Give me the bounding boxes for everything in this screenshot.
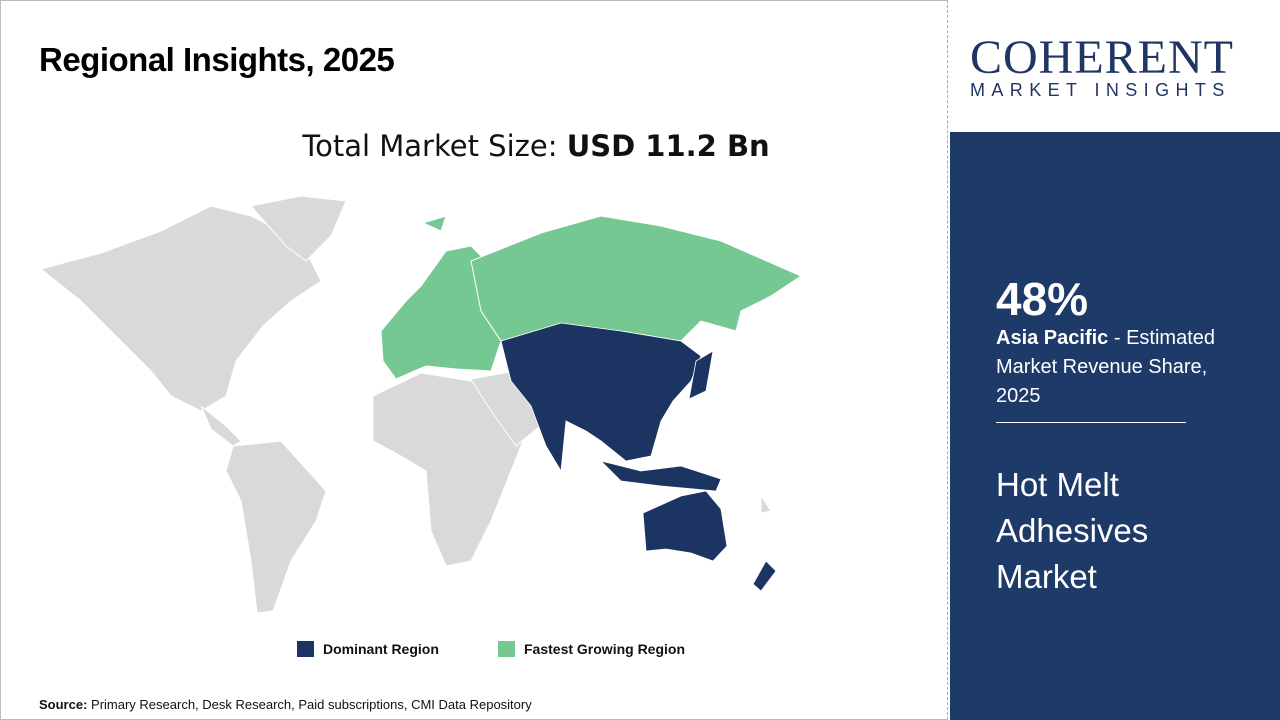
south-america	[225, 440, 327, 614]
logo-wordmark: COHERENT	[970, 31, 1234, 84]
total-market-size: Total Market Size: USD 11.2 Bn	[1, 129, 1071, 163]
legend-label: Dominant Region	[323, 641, 439, 657]
stats-panel: 48% Asia Pacific - Estimated Market Reve…	[950, 132, 1280, 720]
indonesia	[599, 460, 722, 492]
dominant-swatch	[297, 641, 314, 657]
legend-dominant: Dominant Region	[297, 641, 439, 657]
source-label: Source:	[39, 697, 88, 712]
asia-pacific	[500, 322, 702, 473]
legend-fastest: Fastest Growing Region	[498, 641, 685, 657]
total-value: USD 11.2 Bn	[566, 129, 770, 163]
share-percent: 48%	[996, 273, 1089, 325]
legend-label: Fastest Growing Region	[524, 641, 686, 657]
company-logo: COHERENT MARKET INSIGHTS	[950, 0, 1280, 132]
russia	[470, 215, 803, 342]
world-map	[39, 195, 803, 614]
greenland	[250, 195, 347, 262]
central-america	[200, 405, 242, 447]
australia	[642, 490, 728, 562]
iceland	[421, 215, 447, 232]
page-title: Regional Insights, 2025	[39, 41, 395, 78]
new-zealand	[752, 560, 777, 592]
japan	[688, 350, 714, 400]
fastest-swatch	[498, 641, 515, 657]
content-area: Regional Insights, 2025 Total Market Siz…	[0, 0, 948, 720]
north-america	[39, 205, 322, 412]
share-description: Asia Pacific - Estimated Market Revenue …	[996, 324, 1246, 411]
share-text: - Estimated Market Revenue Share, 2025	[996, 327, 1215, 407]
source-text: Primary Research, Desk Research, Paid su…	[87, 697, 532, 712]
divider	[996, 422, 1186, 423]
market-name: Hot Melt Adhesives Market	[996, 466, 1149, 595]
total-label: Total Market Size:	[302, 129, 567, 163]
logo-tagline: MARKET INSIGHTS	[970, 80, 1231, 100]
source-note: Source: Primary Research, Desk Research,…	[39, 697, 532, 712]
nz-area	[760, 494, 772, 514]
region-name: Asia Pacific	[996, 327, 1109, 349]
